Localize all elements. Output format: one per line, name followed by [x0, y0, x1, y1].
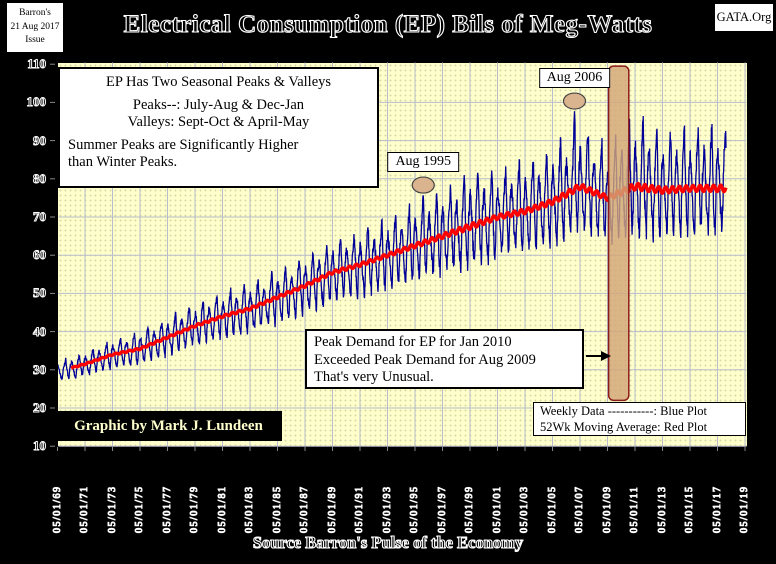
- page-title: Electrical Consumption (EP) Bils of Meg-…: [123, 10, 653, 38]
- annotation-line: than Winter Peaks.: [68, 154, 178, 171]
- x-tick-label: 05/01/19: [739, 485, 751, 533]
- x-tick-label: 05/01/85: [271, 485, 283, 533]
- annotation-line: Peaks--: July-Aug & Dec-Jan: [132, 97, 305, 114]
- annotation-line: Issue: [25, 35, 45, 46]
- x-tick-label: 05/01/03: [519, 485, 531, 533]
- x-tick-label: 05/01/13: [656, 485, 668, 533]
- org-badge: GATA.Org: [714, 3, 774, 32]
- x-tick-label: 05/01/95: [409, 485, 421, 533]
- x-tick-label: 05/01/89: [326, 485, 338, 533]
- x-tick-label: 05/01/79: [189, 485, 201, 533]
- peak-demand-annotation-box: Peak Demand for EP for Jan 2010 Exceeded …: [305, 329, 584, 389]
- annotation-line: EP Has Two Seasonal Peaks & Valleys: [105, 74, 332, 90]
- x-tick-label: 05/01/93: [381, 485, 393, 533]
- y-tick-label: 40: [33, 323, 47, 339]
- y-tick-label: 90: [33, 132, 47, 148]
- annotation-line: Summer Peaks are Significantly Higher: [68, 137, 299, 154]
- legend-box: Weekly Data -----------: Blue Plot 52Wk M…: [533, 402, 746, 436]
- y-tick-label: 20: [33, 400, 47, 416]
- annotation-line: That's very Unusual.: [314, 369, 434, 386]
- annotation-line: Peak Demand for EP for Jan 2010: [314, 334, 512, 350]
- peak-marker-ellipse: [562, 92, 587, 110]
- x-tick-label: 05/01/75: [134, 485, 146, 533]
- credit-label: Graphic by Mark J. Lundeen: [74, 417, 263, 434]
- y-tick-label: 70: [33, 209, 47, 225]
- annotation-line: Valleys: Sept-Oct & April-May: [127, 114, 310, 131]
- org-label: GATA.Org: [716, 10, 772, 24]
- highlight-band: [607, 65, 630, 402]
- y-tick-label: 60: [33, 247, 47, 263]
- x-tick-label: 05/01/15: [684, 485, 696, 533]
- x-tick-label: 05/01/77: [161, 485, 173, 533]
- x-tick-label: 05/01/73: [106, 485, 118, 533]
- x-tick-label: 05/01/97: [436, 485, 448, 533]
- x-tick-label: 05/01/81: [216, 485, 228, 533]
- x-tick-label: 05/01/83: [244, 485, 256, 533]
- y-tick-label: 100: [26, 94, 46, 110]
- marker-label-aug-1995: Aug 1995: [387, 152, 460, 173]
- issue-box: Barron's 21 Aug 2017 Issue: [6, 2, 64, 53]
- y-tick-label: 50: [33, 285, 47, 301]
- x-tick-label: 05/01/91: [354, 485, 366, 533]
- annotation-line: Exceeded Peak Demand for Aug 2009: [314, 351, 536, 368]
- y-tick-label: 80: [33, 170, 47, 186]
- y-tick-label: 110: [27, 56, 47, 72]
- x-tick-label: 05/01/07: [574, 485, 586, 533]
- x-tick-label: 05/01/17: [711, 485, 723, 533]
- x-tick-label: 05/01/09: [601, 485, 613, 533]
- arrow-head-icon: [601, 351, 611, 361]
- credit-box: Graphic by Mark J. Lundeen: [55, 411, 282, 441]
- x-tick-label: 05/01/87: [299, 485, 311, 533]
- marker-label-aug-2006: Aug 2006: [538, 68, 611, 89]
- x-tick-label: 05/01/99: [464, 485, 476, 533]
- x-tick-label: 05/01/05: [546, 485, 558, 533]
- annotation-line: Barron's: [19, 7, 51, 18]
- x-tick-label: 05/01/71: [79, 485, 91, 533]
- peak-marker-ellipse: [411, 176, 435, 194]
- y-tick-label: 30: [33, 361, 47, 377]
- seasonal-annotation-box: EP Has Two Seasonal Peaks & Valleys Peaks…: [58, 67, 379, 188]
- y-tick-label: 10: [33, 438, 47, 454]
- x-tick-label: 05/01/69: [51, 485, 63, 533]
- annotation-line: Weekly Data -----------: Blue Plot: [540, 404, 707, 418]
- annotation-line: 52Wk Moving Average: Red Plot: [540, 419, 708, 434]
- annotation-line: 21 Aug 2017: [10, 21, 60, 32]
- source-label: Source Barron's Pulse of the Economy: [252, 532, 524, 552]
- x-tick-label: 05/01/11: [629, 485, 641, 533]
- x-tick-label: 05/01/01: [491, 485, 503, 533]
